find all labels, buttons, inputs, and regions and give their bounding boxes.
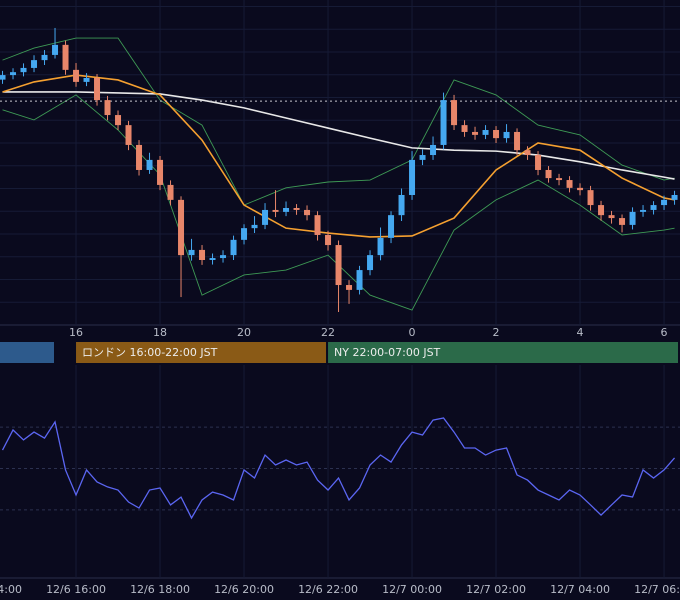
candle-body bbox=[83, 78, 90, 82]
candle-body bbox=[524, 150, 531, 156]
session-bar bbox=[76, 342, 327, 363]
x-tick-label: 12/6 16:00 bbox=[46, 583, 106, 596]
candle-body bbox=[220, 255, 227, 259]
candle-body bbox=[62, 44, 69, 70]
candle-body bbox=[230, 239, 237, 256]
candle-body bbox=[335, 245, 342, 286]
candle-body bbox=[514, 131, 521, 151]
candle-body bbox=[178, 199, 185, 256]
x-tick-label: 12/6 22:00 bbox=[298, 583, 358, 596]
candle-body bbox=[0, 75, 6, 80]
candle-body bbox=[209, 258, 216, 260]
candle-body bbox=[94, 78, 101, 101]
session-bar bbox=[328, 342, 678, 363]
candle-body bbox=[440, 100, 447, 145]
x-tick-label: 12/6 14:00 bbox=[0, 583, 22, 596]
x-tick-label: 0 bbox=[409, 326, 416, 339]
x-tick-label: 22 bbox=[321, 326, 335, 339]
candle-body bbox=[493, 130, 500, 139]
session-label: ロンドン 16:00-22:00 JST bbox=[82, 346, 218, 359]
candle-body bbox=[73, 69, 80, 82]
indicator-line bbox=[2, 37, 675, 206]
x-tick-label: 12/6 18:00 bbox=[130, 583, 190, 596]
x-tick-label: 6 bbox=[661, 326, 668, 339]
candle-body bbox=[629, 211, 636, 225]
candle-body bbox=[377, 237, 384, 256]
candle-body bbox=[346, 285, 353, 290]
candle-body bbox=[461, 125, 468, 132]
x-tick-label: 20 bbox=[237, 326, 251, 339]
session-label: NY 22:00-07:00 JST bbox=[334, 346, 441, 359]
candle-body bbox=[251, 224, 258, 229]
candle-body bbox=[577, 187, 584, 191]
candle-body bbox=[52, 44, 59, 55]
candle-body bbox=[41, 54, 48, 61]
candle-body bbox=[167, 184, 174, 200]
candle-body bbox=[388, 215, 395, 238]
indicator-line bbox=[2, 94, 675, 311]
candle-body bbox=[283, 208, 290, 212]
candle-body bbox=[272, 209, 279, 212]
candle-body bbox=[451, 100, 458, 126]
x-tick-label: 4 bbox=[577, 326, 584, 339]
candle-body bbox=[10, 72, 17, 76]
candle-body bbox=[503, 131, 510, 139]
candle-body bbox=[115, 115, 122, 126]
candle-body bbox=[545, 169, 552, 179]
candle-body bbox=[640, 209, 647, 212]
candle-body bbox=[293, 208, 300, 210]
candle-body bbox=[556, 178, 563, 181]
candle-body bbox=[104, 100, 111, 116]
candle-body bbox=[419, 155, 426, 160]
candle-body bbox=[188, 249, 195, 256]
candle-body bbox=[146, 159, 153, 170]
candle-body bbox=[241, 228, 248, 240]
candle-body bbox=[566, 180, 573, 188]
candle-body bbox=[430, 144, 437, 156]
candle-body bbox=[20, 67, 27, 73]
candle-body bbox=[671, 195, 678, 200]
candle-body bbox=[608, 215, 615, 219]
candle-body bbox=[199, 249, 206, 260]
candle-body bbox=[325, 234, 332, 246]
candle-body bbox=[587, 190, 594, 206]
candle-body bbox=[367, 255, 374, 271]
candle-body bbox=[356, 270, 363, 290]
candle-body bbox=[262, 209, 269, 225]
rsi-line bbox=[1, 417, 676, 520]
x-tick-label: 12/7 00:00 bbox=[382, 583, 442, 596]
indicator-line bbox=[2, 74, 675, 238]
tokyo-session-bar bbox=[0, 342, 54, 363]
indicator-line bbox=[2, 91, 675, 180]
candle-body bbox=[650, 205, 657, 210]
candle-body bbox=[136, 144, 143, 170]
candle-body bbox=[398, 195, 405, 216]
candle-body bbox=[535, 155, 542, 170]
candle-body bbox=[482, 130, 489, 135]
x-tick-label: 18 bbox=[153, 326, 167, 339]
candle-body bbox=[304, 209, 311, 216]
x-tick-label: 2 bbox=[493, 326, 500, 339]
candle-body bbox=[125, 125, 132, 145]
candle-body bbox=[598, 205, 605, 216]
candle-body bbox=[661, 199, 668, 206]
x-tick-label: 16 bbox=[69, 326, 83, 339]
candle-body bbox=[157, 159, 164, 185]
candle-body bbox=[314, 215, 321, 235]
candle-body bbox=[619, 218, 626, 225]
candle-body bbox=[409, 159, 416, 195]
x-tick-label: 12/7 02:00 bbox=[466, 583, 526, 596]
candle-body bbox=[472, 131, 479, 135]
candle-body bbox=[31, 60, 38, 68]
x-tick-label: 12/7 04:00 bbox=[550, 583, 610, 596]
x-tick-label: 12/6 20:00 bbox=[214, 583, 274, 596]
x-tick-label: 12/7 06:00 bbox=[634, 583, 680, 596]
